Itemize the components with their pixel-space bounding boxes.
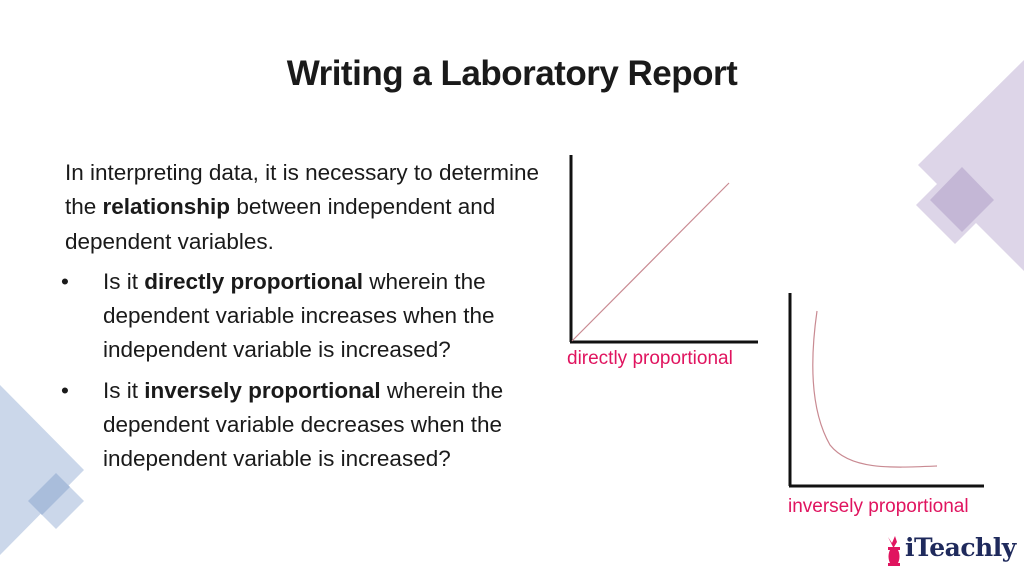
bullet-marker: • [61, 377, 69, 403]
intro-text: In interpreting data, it is necessary to… [65, 160, 539, 220]
bullet-text: Is it [103, 268, 145, 294]
inverse-graph-label: inversely proportional [788, 496, 969, 517]
direct-line [571, 182, 730, 342]
decor-diamond-right-large [918, 60, 1024, 271]
bullet-text-end: wherein the dependent variable increases… [103, 268, 495, 363]
body-text: In interpreting data, it is necessary to… [61, 156, 545, 477]
intro-text-end: between independent and dependent variab… [65, 194, 496, 254]
intro-bold: relationship [102, 194, 231, 220]
slide-title: Writing a Laboratory Report [286, 54, 738, 93]
bullet-text-end: wherein the dependent variable decreases… [103, 377, 504, 472]
direct-graph [569, 155, 758, 344]
bullet-bold: directly proportional [144, 268, 364, 294]
inverse-graph [788, 293, 984, 488]
bullet-text: Is it [103, 377, 145, 403]
iteachly-logo-mark [888, 536, 900, 566]
decor-diamond-left-overlap [28, 473, 70, 515]
bullet-direct: • Is it directly proportional wherein the… [61, 265, 545, 368]
decor-diamond-left-large [0, 385, 84, 555]
bullet-inverse: • Is it inversely proportional wherein th… [61, 374, 545, 477]
bullet-bold: inversely proportional [144, 377, 381, 403]
decor-diamond-right-overlap [930, 167, 994, 232]
apple-core-icon [888, 536, 900, 566]
direct-graph-label: directly proportional [567, 348, 733, 369]
bullet-marker: • [61, 268, 69, 294]
iteachly-logo-text: iTeachly [905, 533, 1016, 562]
inverse-curve [812, 310, 938, 468]
intro-paragraph: In interpreting data, it is necessary to… [65, 156, 545, 259]
